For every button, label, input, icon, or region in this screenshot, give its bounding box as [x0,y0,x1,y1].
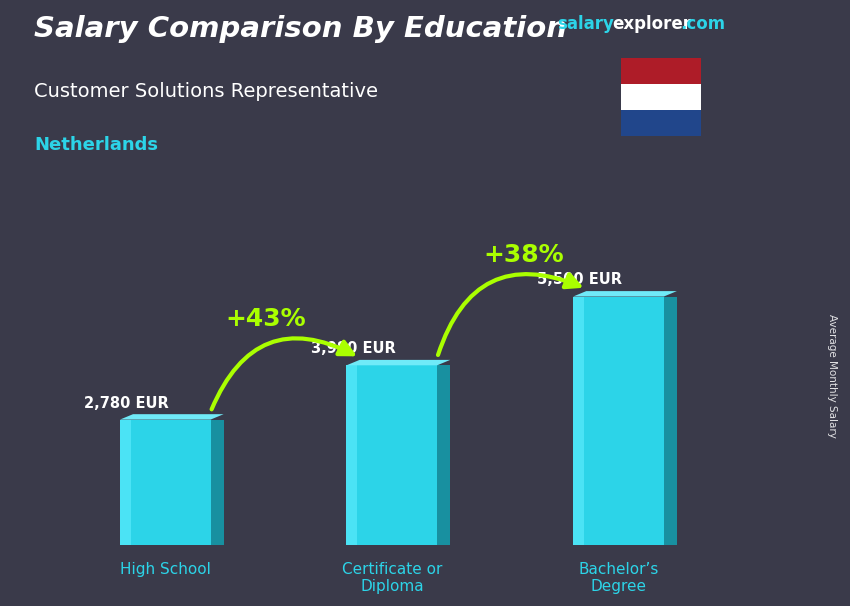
Text: .com: .com [680,15,725,33]
Bar [120,419,211,545]
Polygon shape [573,291,677,296]
Bar [620,110,701,136]
Bar [120,419,131,545]
Polygon shape [664,296,677,545]
Bar [573,296,664,545]
Text: Average Monthly Salary: Average Monthly Salary [827,314,837,438]
Bar [347,365,437,545]
Polygon shape [347,360,450,365]
Bar [620,84,701,110]
Polygon shape [211,419,224,545]
Polygon shape [437,365,451,545]
Text: explorer: explorer [612,15,691,33]
Text: +38%: +38% [484,243,564,267]
Polygon shape [120,414,224,419]
Bar [347,365,357,545]
Text: Customer Solutions Representative: Customer Solutions Representative [34,82,378,101]
Bar [620,58,701,84]
Text: Salary Comparison By Education: Salary Comparison By Education [34,15,567,43]
Text: 5,500 EUR: 5,500 EUR [537,273,622,287]
Text: 3,980 EUR: 3,980 EUR [311,341,395,356]
Text: salary: salary [557,15,614,33]
Text: 2,780 EUR: 2,780 EUR [84,396,169,410]
Text: +43%: +43% [226,307,306,331]
Text: Netherlands: Netherlands [34,136,158,155]
Bar [573,296,584,545]
